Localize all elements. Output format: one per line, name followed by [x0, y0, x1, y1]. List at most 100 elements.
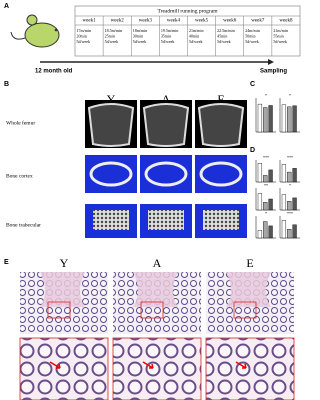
zoom-box	[233, 301, 257, 319]
arrow	[142, 361, 154, 369]
ct-image	[195, 155, 247, 193]
bar	[292, 105, 297, 133]
week-duration: 50min	[245, 33, 255, 38]
bar	[263, 107, 268, 133]
micro-ct: Y A E Whole femur Bone cortex Bone trabecular	[6, 92, 247, 238]
ct-image	[140, 155, 192, 193]
group-label: E	[217, 92, 224, 106]
group-label: Y	[60, 256, 69, 270]
panel-label: E	[4, 259, 9, 266]
week-duration: 40min	[189, 33, 199, 38]
week-name: week7	[251, 19, 265, 24]
bar	[287, 200, 292, 211]
week-name: week2	[111, 19, 125, 24]
week-name: week4	[167, 19, 181, 24]
group-label: A	[162, 92, 171, 106]
program-table: Treadmill running program week1 17m/min20m…	[74, 5, 301, 57]
arrow	[235, 361, 247, 369]
zoom-image	[112, 337, 202, 400]
week-speed: 19.5m/min	[161, 28, 178, 33]
week-name: week1	[83, 19, 97, 24]
bone-tissue	[40, 272, 85, 307]
week-duration: 30min	[133, 33, 143, 38]
bar	[268, 225, 273, 239]
week-duration: 25min	[105, 33, 115, 38]
bar	[263, 175, 268, 183]
end-label: Sampling	[260, 69, 287, 75]
group-label: E	[246, 256, 253, 270]
bar	[257, 163, 263, 183]
week-name: week3	[139, 19, 153, 24]
zoom-box	[140, 301, 164, 319]
week-speed: 24m/min	[245, 28, 259, 33]
bar	[257, 103, 263, 133]
femur	[87, 103, 135, 147]
week-speed: 17m/min	[77, 28, 91, 33]
bar	[257, 230, 263, 239]
bar	[268, 198, 273, 211]
week-frequency: 5d/week	[133, 39, 147, 44]
week-frequency: 5d/week	[273, 39, 287, 44]
week-frequency: 5d/week	[105, 39, 119, 44]
week-speed: 18m/min	[133, 28, 147, 33]
significance: ***	[263, 155, 269, 160]
zoom-image	[205, 337, 295, 400]
bar	[268, 105, 273, 133]
figure: A Treadmill running programweek117m/min2…	[4, 3, 301, 400]
zoom-box	[47, 301, 71, 319]
bar	[287, 228, 292, 239]
week-duration: 45min	[217, 33, 227, 38]
significance: **	[264, 183, 268, 188]
week-name: week8	[279, 19, 293, 24]
row-label: Bone trabecular	[6, 222, 41, 228]
bone-tissue	[226, 272, 271, 307]
week-frequency: 5d/week	[245, 39, 259, 44]
significance: ***	[287, 211, 293, 216]
panel-label: B	[4, 81, 9, 88]
cortex	[199, 161, 243, 187]
significance: *	[289, 93, 291, 98]
week-name: week6	[223, 19, 237, 24]
start-label: 12 month old	[35, 69, 73, 75]
bar-charts: * **** ***** ** ***	[255, 93, 300, 239]
bar	[281, 164, 287, 183]
bar	[287, 171, 292, 183]
bar	[263, 202, 268, 211]
week-speed: 18.5m/min	[105, 28, 122, 33]
trabecular	[93, 210, 129, 230]
bar	[281, 194, 287, 211]
arrow-head	[268, 59, 274, 65]
week-frequency: 5d/week	[77, 39, 91, 44]
week-duration: 35min	[161, 33, 171, 38]
cortex	[89, 161, 133, 187]
zoom-image	[19, 337, 109, 400]
bar	[292, 197, 297, 211]
panel-a: A Treadmill running programweek117m/min2…	[4, 3, 301, 75]
panel-label: D	[250, 147, 255, 154]
significance: *	[265, 93, 267, 98]
week-frequency: 5d/week	[161, 39, 175, 44]
femur	[197, 103, 245, 147]
bar	[292, 224, 297, 239]
week-speed: 21m/min	[189, 28, 203, 33]
row-label: Whole femur	[6, 119, 35, 126]
significance: ***	[287, 155, 293, 160]
week-frequency: 5d/week	[189, 39, 203, 44]
group-label: A	[153, 256, 162, 270]
table-title: Treadmill running program	[158, 8, 219, 14]
significance: *	[265, 211, 267, 216]
group-label: Y	[107, 92, 116, 106]
cortex	[144, 161, 188, 187]
row-label: Bone cortex	[6, 173, 33, 179]
trabecular	[148, 210, 184, 230]
arrow	[49, 361, 61, 369]
week-duration: 20min	[77, 33, 87, 38]
bar	[263, 221, 268, 239]
bar	[281, 220, 287, 239]
bar	[257, 193, 263, 211]
significance: *	[289, 183, 291, 188]
week-speed: 21m/min	[273, 28, 287, 33]
panel-b: B Y A E Whole femur Bone cortex Bone trabecul…	[4, 81, 247, 238]
